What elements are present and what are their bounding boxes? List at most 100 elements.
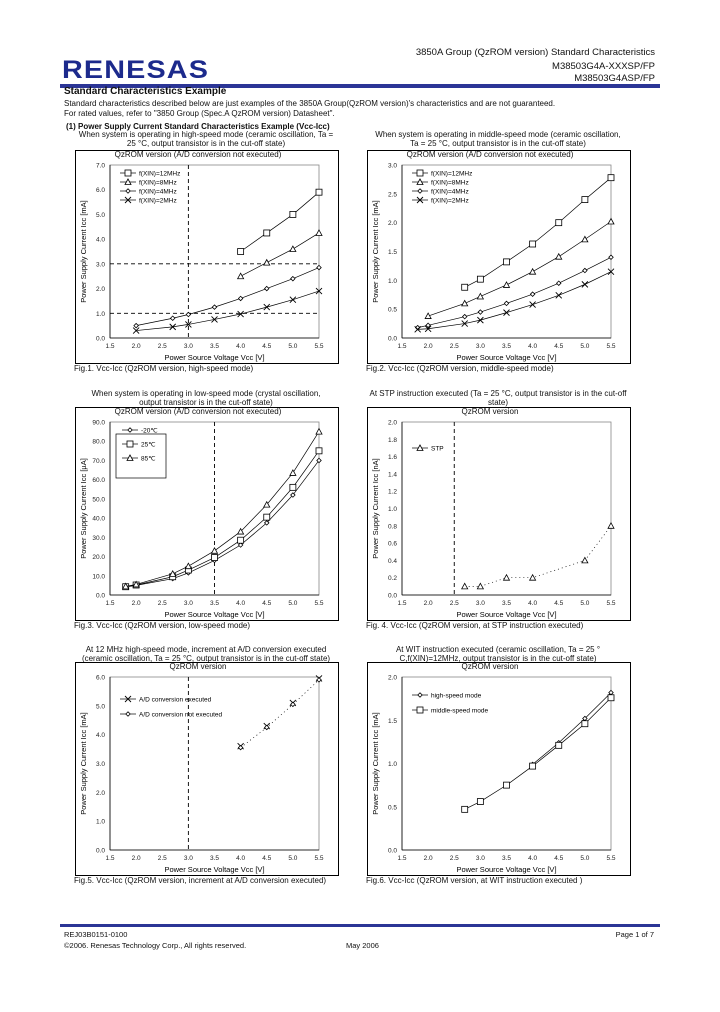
chart-svg: 0.0 1.0 2.0 3.0 4.0 5.0 6.0 1.5 2.0 2.5 3.0 3.5 4.0 4…	[79, 675, 324, 875]
data-point	[263, 285, 270, 292]
data-point	[502, 281, 511, 288]
legend-marker	[416, 178, 424, 185]
legend-box	[115, 433, 167, 479]
data-point	[476, 582, 485, 590]
data-point	[315, 427, 323, 435]
legend-label: A/D conversion executed	[139, 697, 212, 704]
series-2	[424, 217, 615, 319]
chart-title: At 12 MHz high-speed mode, increment at …	[85, 645, 327, 654]
data-point	[290, 275, 296, 282]
legend-entry: 25℃	[122, 440, 156, 449]
series-line	[136, 267, 320, 326]
data-point	[316, 264, 322, 271]
x-tick-label: 3.0	[476, 855, 485, 862]
chart-title: At STP instruction executed (Ta = 25 °C,…	[369, 389, 627, 398]
y-tick-label: 6.0	[96, 675, 105, 682]
data-point	[502, 573, 511, 581]
chart-frame: QzROM version (A/D conversion not execut…	[75, 407, 339, 621]
chart-title: C,f(XIN)=12MHz, output transistor is in …	[399, 654, 597, 663]
data-point	[607, 268, 615, 276]
x-tick-label: 2.0	[424, 855, 433, 862]
y-tick-label: 0.0	[388, 336, 397, 343]
series-line	[532, 692, 612, 765]
data-point	[169, 570, 177, 577]
data-point	[211, 316, 218, 323]
data-point	[529, 240, 537, 248]
chart-subtitle: QzROM version (A/D conversion not execut…	[114, 407, 282, 416]
legend-label: f(XIN)=2MHz	[431, 198, 469, 205]
x-tick-label: 3.5	[210, 600, 219, 607]
series-line	[464, 525, 612, 587]
y-axis-label: Power Supply Current Icc [mA]	[371, 200, 380, 303]
legend-label: high-speed mode	[431, 693, 482, 700]
y-tick-label: 80.0	[92, 439, 105, 446]
y-tick-label: 0.8	[388, 523, 397, 530]
y-tick-label: 1.5	[388, 718, 397, 725]
data-point	[210, 546, 219, 554]
y-tick-label: 0.2	[388, 575, 397, 582]
y-tick-label: 60.0	[92, 477, 105, 484]
chart-subtitle: QzROM version (A/D conversion not execut…	[114, 150, 282, 159]
chart-title: When system is operating in high-speed m…	[78, 130, 334, 139]
legend-label: -20℃	[141, 428, 158, 435]
data-point	[315, 229, 323, 236]
data-point	[263, 520, 270, 526]
x-tick-label: 2.5	[450, 600, 459, 607]
x-tick-label: 1.5	[397, 343, 406, 350]
legend-marker	[124, 196, 132, 204]
data-point	[503, 781, 510, 789]
subsection-title: (1) Power Supply Current Standard Charac…	[66, 122, 330, 131]
chart-frame: QzROM version (A/D conversion not execut…	[367, 150, 631, 364]
x-tick-label: 2.0	[424, 343, 433, 350]
x-tick-label: 3.5	[502, 855, 511, 862]
chart-title: (ceramic oscillation, Ta = 25 °C, output…	[81, 654, 331, 663]
data-point	[461, 805, 469, 813]
data-point	[185, 321, 192, 328]
data-point	[425, 322, 431, 329]
legend-label: f(XIN)=8MHz	[139, 180, 177, 187]
chart-svg: 0.0 0.5 1.0 1.5 2.0 1.5 2.0 2.5 3.0 3.5 4.0 4.5 5.0 5…	[371, 675, 616, 875]
data-point	[528, 573, 537, 581]
legend-label: middle-speed mode	[431, 708, 488, 715]
chart-frame: QzROM version 0.0 1.0 2.0 3.0 4.0 5.0 6.0 1.5 2.0…	[75, 662, 339, 876]
data-point	[169, 315, 176, 321]
data-point	[581, 281, 589, 288]
data-point	[289, 211, 297, 218]
x-tick-label: 2.0	[132, 343, 141, 350]
series-1	[237, 188, 323, 255]
x-tick-label: 4.5	[554, 600, 563, 607]
data-point	[315, 188, 323, 196]
y-tick-label: 40.0	[92, 516, 105, 523]
data-point	[503, 309, 510, 316]
section-title: Standard Characteristics Example	[64, 86, 227, 97]
y-tick-label: 1.5	[388, 249, 397, 256]
copyright: ©2006. Renesas Technology Corp., All rig…	[64, 941, 247, 950]
x-tick-label: 5.5	[314, 343, 323, 350]
data-point	[607, 521, 615, 529]
x-tick-label: 3.0	[184, 600, 193, 607]
data-point	[237, 248, 245, 255]
chart-title: 25 °C, output transistor is in the cut-o…	[126, 139, 286, 148]
data-point	[289, 296, 297, 304]
x-axis-label: Power Source Voltage Vcc [V]	[164, 353, 264, 362]
x-tick-label: 2.5	[158, 855, 167, 862]
legend-label: f(XIN)=2MHz	[139, 198, 177, 205]
y-tick-label: 1.0	[388, 278, 397, 285]
chart-title: At WIT instruction executed (ceramic osc…	[395, 645, 601, 654]
date: May 2006	[346, 941, 379, 950]
legend-entry: A/D conversion not executed	[120, 711, 222, 719]
header-rule	[60, 84, 660, 88]
chart-caption: Fig.3. Vcc-Icc (QzROM version, low-speed…	[74, 621, 251, 630]
x-tick-label: 3.0	[184, 343, 193, 350]
data-point	[263, 303, 271, 311]
legend-marker	[125, 711, 131, 717]
x-tick-label: 2.5	[450, 855, 459, 862]
data-point	[237, 310, 244, 318]
legend-entry: A/D conversion executed	[120, 695, 212, 704]
legend-label: f(XIN)=8MHz	[431, 180, 469, 187]
legend-label: f(XIN)=12MHz	[139, 171, 180, 178]
data-point	[582, 267, 588, 274]
y-tick-label: 1.0	[96, 819, 105, 826]
data-point	[476, 798, 484, 805]
chart-frame: QzROM version (A/D conversion not execut…	[75, 150, 339, 364]
